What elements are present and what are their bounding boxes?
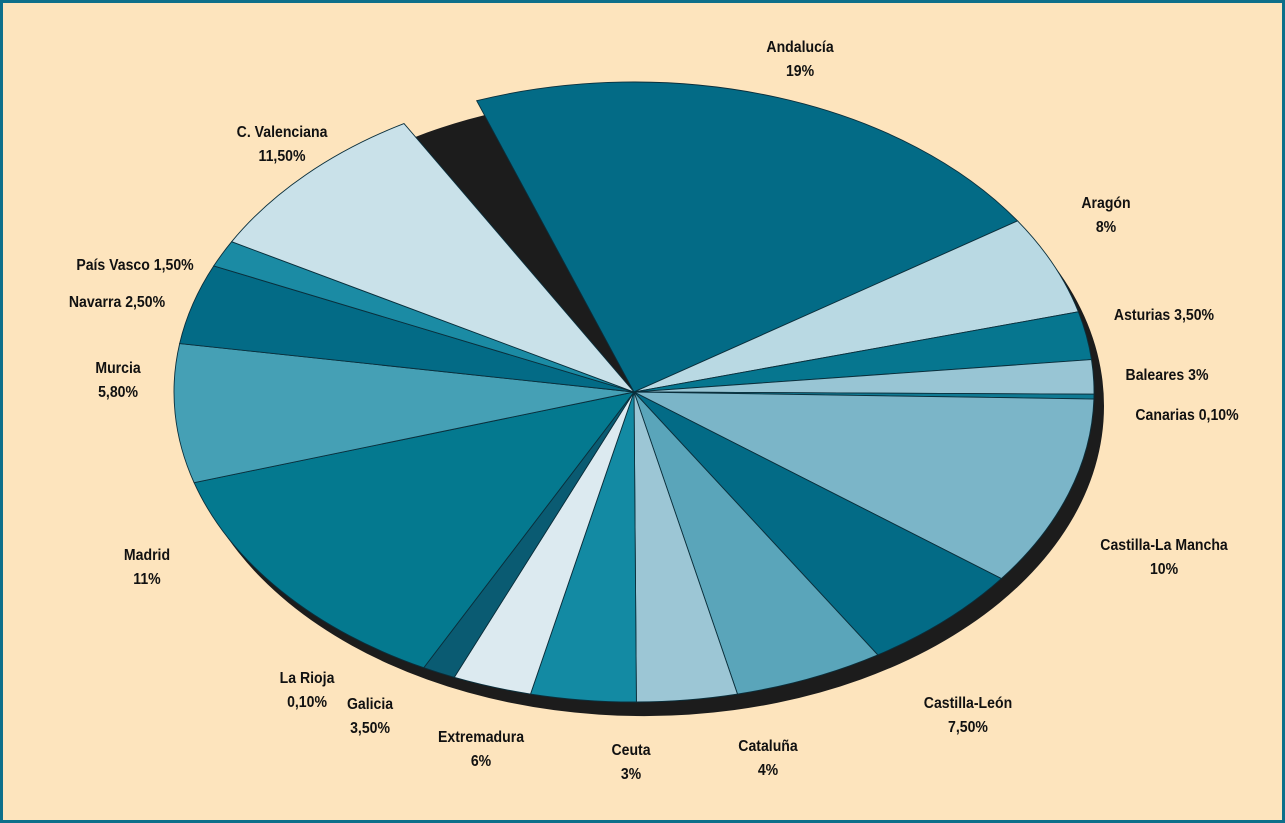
slice-label-value: 6% xyxy=(471,752,491,770)
slice-label-value: 19% xyxy=(786,62,814,80)
slice-label-value: 5,80% xyxy=(98,383,138,401)
slice-label: Canarias 0,10% xyxy=(1135,406,1238,424)
slice-label: Aragón 8% xyxy=(1081,194,1130,236)
slice-label: Baleares 3% xyxy=(1126,366,1209,384)
pie-slice xyxy=(173,343,635,484)
slice-label: Castilla-León 7,50% xyxy=(924,694,1012,736)
slice-label-name: Ceuta xyxy=(611,741,651,759)
pie-slice xyxy=(633,391,879,695)
slice-label-value: 8% xyxy=(1096,218,1116,236)
slice-label-name: Castilla-La Mancha xyxy=(1100,536,1228,554)
slice-label-name: Galicia xyxy=(347,695,394,713)
slice-label-name: Andalucía xyxy=(766,38,834,56)
slice-label: Murcia 5,80% xyxy=(95,359,141,401)
slice-label: Ceuta 3% xyxy=(611,741,651,783)
pie-slice xyxy=(633,391,1003,656)
pie-slice xyxy=(633,220,1079,393)
slice-label-value: 0,10% xyxy=(287,693,327,711)
slice-label: Castilla-La Mancha 10% xyxy=(1100,536,1228,578)
slice-label: Extremadura 6% xyxy=(438,728,525,770)
slice-label: Navarra 2,50% xyxy=(69,293,165,311)
slice-label: C. Valenciana 11,50% xyxy=(237,123,328,165)
pie-slice xyxy=(230,122,635,393)
pie-labels: Andalucía 19% Aragón 8% Asturias 3,50% Balear… xyxy=(69,38,1239,783)
slice-label: La Rioja 0,10% xyxy=(280,669,335,711)
slice-label-value: 3% xyxy=(621,765,641,783)
pie-slice xyxy=(475,81,1019,393)
slice-label: Madrid 11% xyxy=(124,546,170,588)
slice-label-name: Murcia xyxy=(95,359,141,377)
slice-label-name: Aragón xyxy=(1081,194,1130,212)
slice-label-value: 7,50% xyxy=(948,718,988,736)
slice-label-name: Cataluña xyxy=(738,737,798,755)
slice-label-value: 10% xyxy=(1150,560,1178,578)
slice-label-name: Castilla-León xyxy=(924,694,1012,712)
pie-slices xyxy=(173,81,1095,703)
slice-label-value: 4% xyxy=(758,761,778,779)
pie-slice xyxy=(633,391,1095,580)
slice-label: Galicia 3,50% xyxy=(347,695,394,737)
slice-label-value: 3,50% xyxy=(350,719,390,737)
slice-label: Asturias 3,50% xyxy=(1114,306,1214,324)
slice-label-name: Madrid xyxy=(124,546,170,564)
slice-label: Andalucía 19% xyxy=(766,38,834,80)
slice-label-name: C. Valenciana xyxy=(237,123,328,141)
slice-label-value: 11,50% xyxy=(259,147,306,165)
slice-label: País Vasco 1,50% xyxy=(76,256,193,274)
slice-label-name: La Rioja xyxy=(280,669,335,687)
slice-label-value: 11% xyxy=(133,570,160,588)
slice-label: Cataluña 4% xyxy=(738,737,798,779)
slice-label-name: Extremadura xyxy=(438,728,525,746)
pie-slice xyxy=(193,391,636,669)
